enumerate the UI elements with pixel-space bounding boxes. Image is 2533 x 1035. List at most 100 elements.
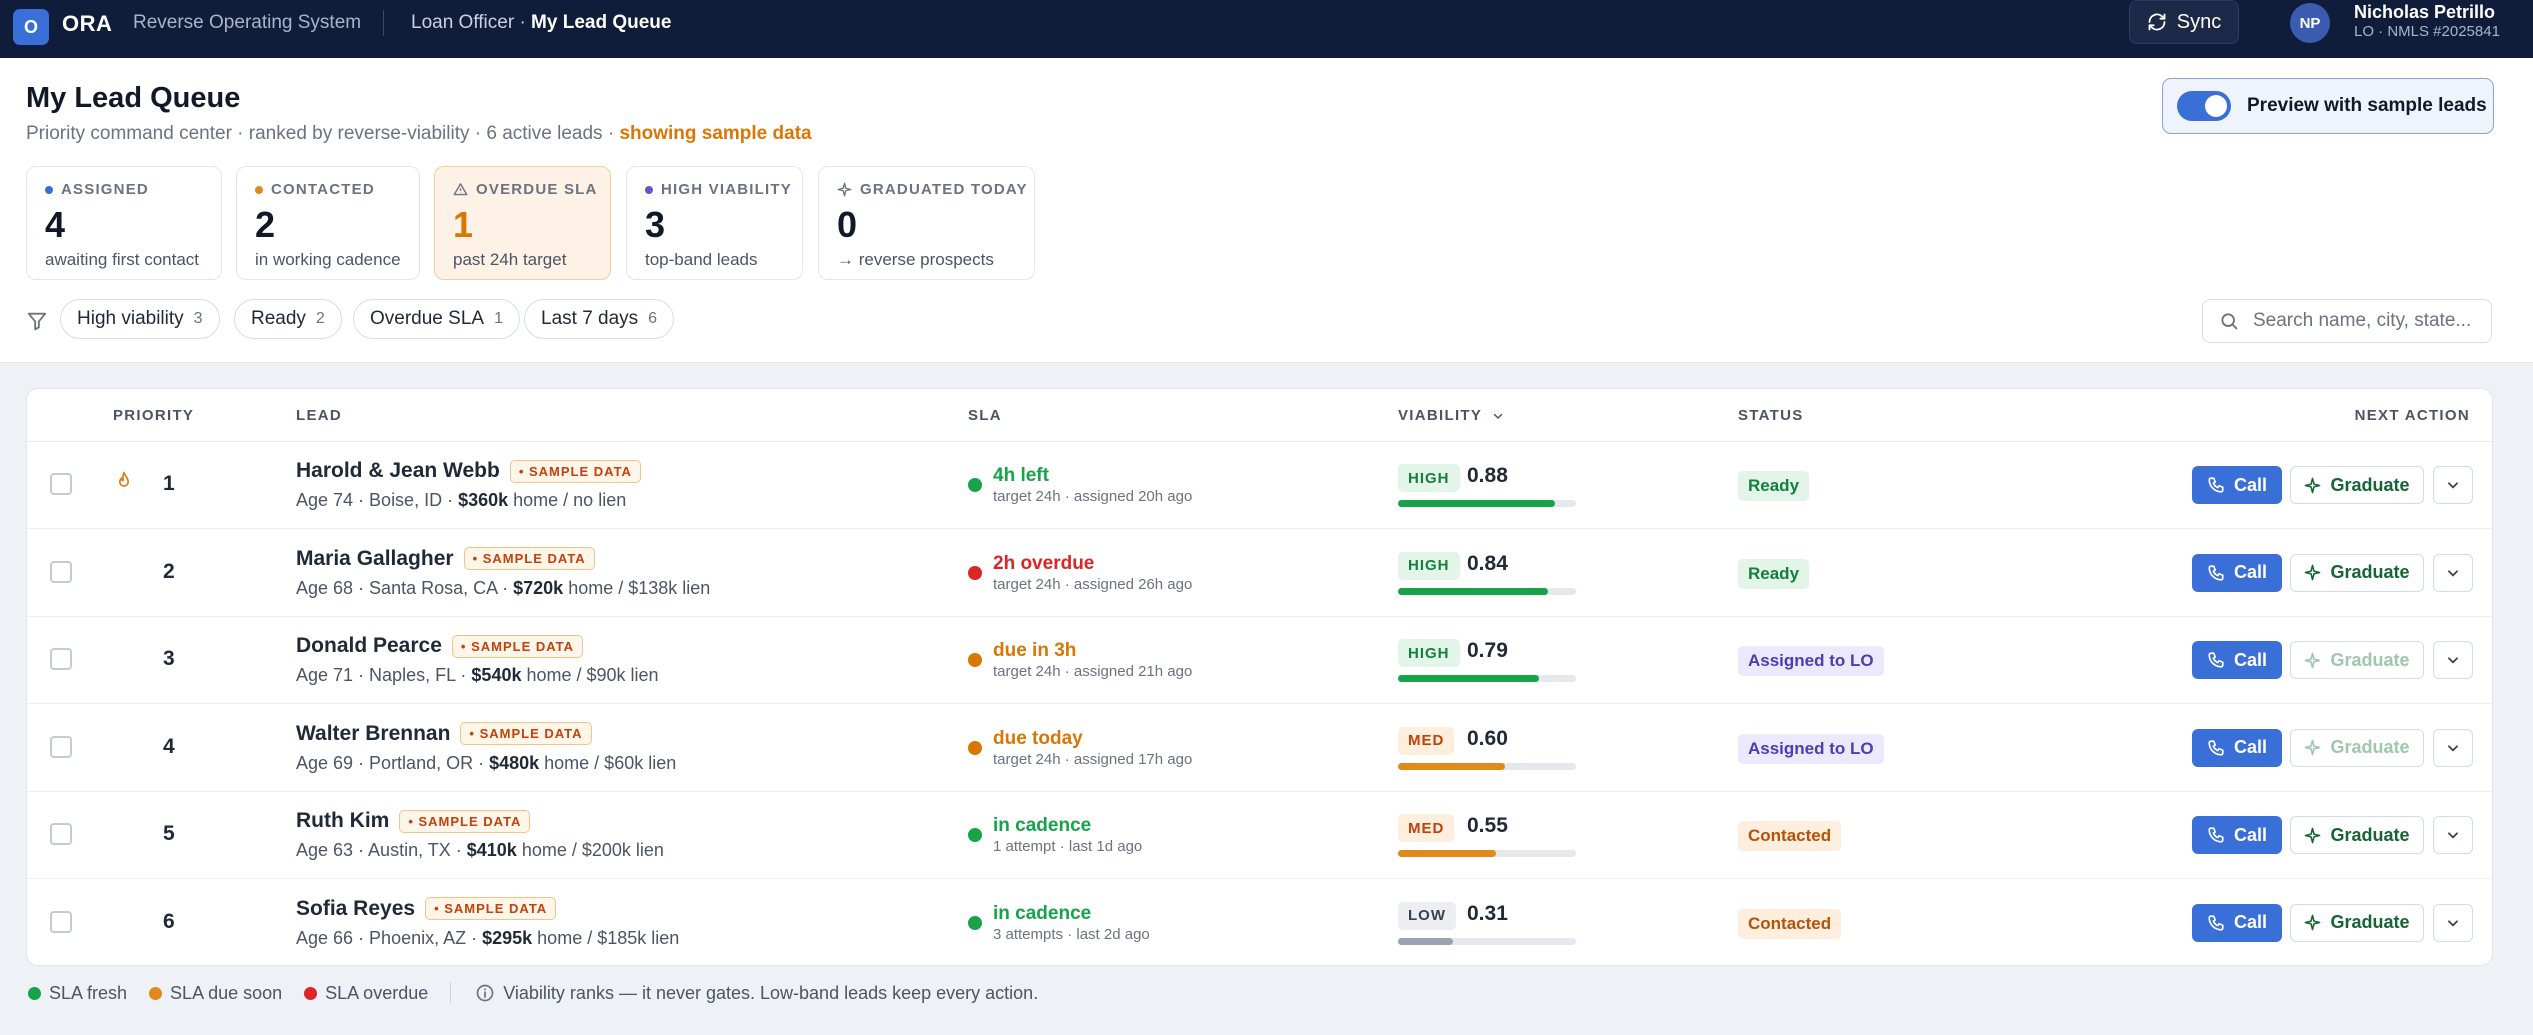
lead-age-location: Age 68 · Santa Rosa, CA ·: [296, 577, 514, 598]
row-menu-button[interactable]: [2433, 641, 2473, 679]
graduate-button[interactable]: Graduate: [2290, 466, 2424, 504]
sync-button[interactable]: Sync: [2129, 0, 2239, 44]
sparkle-icon: [2305, 739, 2321, 756]
stat-label: ASSIGNED: [61, 181, 149, 198]
phone-icon: [2208, 827, 2224, 843]
lead-name[interactable]: Ruth Kim: [296, 809, 390, 832]
lead-home-value: $295k: [482, 927, 533, 948]
call-button[interactable]: Call: [2192, 816, 2282, 854]
filter-chip-high-viability[interactable]: High viability 3: [60, 299, 220, 339]
filter-chip-last-7-days[interactable]: Last 7 days 6: [524, 299, 675, 339]
row-menu-button[interactable]: [2433, 816, 2473, 854]
stat-card-graduated[interactable]: GRADUATED TODAY 0 → reverse prospects: [818, 166, 1035, 280]
stat-value: 1: [453, 204, 474, 245]
col-header-lead[interactable]: LEAD: [296, 407, 343, 424]
subtitle-text: Priority command center · ranked by reve…: [26, 123, 620, 144]
graduate-label: Graduate: [2330, 912, 2410, 932]
toggle-switch[interactable]: [2177, 91, 2231, 121]
filter-icon[interactable]: [26, 310, 48, 332]
row-checkbox[interactable]: [50, 735, 72, 758]
row-menu-button[interactable]: [2433, 466, 2473, 504]
filter-chip-overdue-sla[interactable]: Overdue SLA 1: [353, 299, 520, 339]
table-row[interactable]: 1 Harold & Jean Webb • SAMPLE DATA Age 7…: [27, 442, 2492, 529]
legend-overdue: SLA overdue: [325, 982, 429, 1003]
stat-card-overdue[interactable]: OVERDUE SLA 1 past 24h target: [434, 166, 611, 280]
phone-icon: [2208, 739, 2224, 756]
lead-name[interactable]: Sofia Reyes: [296, 896, 416, 920]
viability-score: 0.79: [1467, 639, 1508, 662]
call-button[interactable]: Call: [2192, 641, 2282, 679]
sort-chevron-down-icon: [1493, 413, 1503, 419]
call-button[interactable]: Call: [2192, 466, 2282, 504]
chip-label: Overdue SLA: [370, 308, 485, 329]
viability-bar-track: [1398, 937, 1576, 945]
graduate-button[interactable]: Graduate: [2290, 728, 2424, 767]
header-panel: My Lead Queue Priority command center · …: [0, 58, 2533, 363]
legend-dot-soon: [149, 986, 163, 1000]
breadcrumb-role[interactable]: Loan Officer: [411, 12, 515, 33]
viability-bar-track: [1398, 587, 1576, 595]
viability-bar-fill: [1398, 675, 1539, 682]
row-menu-button[interactable]: [2433, 903, 2473, 942]
stat-card-high-viability[interactable]: HIGH VIABILITY 3 top-band leads: [626, 166, 803, 280]
graduate-button[interactable]: Graduate: [2290, 641, 2424, 679]
table-row[interactable]: 5 Ruth Kim • SAMPLE DATA Age 63 · Austin…: [27, 792, 2492, 879]
graduate-button[interactable]: Graduate: [2290, 903, 2424, 942]
avatar[interactable]: NP: [2290, 3, 2330, 43]
call-label: Call: [2233, 474, 2267, 495]
warning-icon: [453, 183, 468, 196]
call-button[interactable]: Call: [2192, 728, 2282, 767]
lead-name-row: Sofia Reyes • SAMPLE DATA: [296, 896, 557, 921]
sla-detail: target 24h · assigned 21h ago: [993, 663, 1193, 680]
table-row[interactable]: 2 Maria Gallagher • SAMPLE DATA Age 68 ·…: [27, 530, 2492, 617]
graduate-button[interactable]: Graduate: [2290, 816, 2424, 854]
status-badge: Ready: [1738, 558, 1810, 589]
sparkle-icon: [837, 182, 852, 197]
sla-status-dot: [968, 653, 982, 667]
row-checkbox[interactable]: [50, 473, 72, 495]
lead-name[interactable]: Walter Brennan: [296, 721, 451, 745]
table-row[interactable]: 6 Sofia Reyes • SAMPLE DATA Age 66 · Pho…: [27, 880, 2492, 966]
stat-label: GRADUATED TODAY: [860, 181, 1028, 198]
call-button[interactable]: Call: [2192, 903, 2282, 942]
priority-rank: 5: [163, 822, 175, 845]
col-header-viability-label: VIABILITY: [1398, 407, 1483, 424]
stat-label: CONTACTED: [271, 181, 375, 198]
lead-name[interactable]: Harold & Jean Webb: [296, 459, 500, 482]
col-header-viability[interactable]: VIABILITY: [1398, 407, 1504, 424]
stat-card-contacted[interactable]: CONTACTED 2 in working cadence: [236, 166, 420, 280]
row-menu-button[interactable]: [2433, 728, 2473, 767]
row-checkbox[interactable]: [50, 560, 72, 583]
viability-band-badge: LOW: [1398, 901, 1456, 930]
stat-value: 4: [45, 204, 66, 245]
logo[interactable]: O: [13, 9, 49, 45]
stat-card-assigned[interactable]: ASSIGNED 4 awaiting first contact: [26, 166, 222, 280]
chip-label: Last 7 days: [541, 308, 639, 329]
search-input[interactable]: [2253, 310, 2473, 332]
table-row[interactable]: 4 Walter Brennan • SAMPLE DATA Age 69 · …: [27, 705, 2492, 792]
col-header-sla[interactable]: SLA: [968, 407, 1002, 424]
call-button[interactable]: Call: [2192, 553, 2282, 592]
status-badge: Assigned to LO: [1738, 733, 1884, 764]
sample-data-note: showing sample data: [619, 123, 812, 144]
col-header-priority[interactable]: PRIORITY: [113, 407, 195, 424]
lead-name[interactable]: Donald Pearce: [296, 634, 442, 657]
row-checkbox[interactable]: [50, 648, 72, 670]
col-header-status[interactable]: STATUS: [1738, 407, 1804, 424]
graduate-label: Graduate: [2330, 824, 2410, 845]
row-menu-button[interactable]: [2433, 553, 2473, 592]
table-row[interactable]: 3 Donald Pearce • SAMPLE DATA Age 71 · N…: [27, 617, 2492, 704]
row-checkbox[interactable]: [50, 910, 72, 933]
filter-chip-ready[interactable]: Ready 2: [234, 299, 342, 339]
sla-main: due in 3h: [993, 640, 1077, 661]
sample-data-badge: • SAMPLE DATA: [451, 634, 584, 658]
lead-name[interactable]: Maria Gallagher: [296, 546, 454, 570]
row-checkbox[interactable]: [50, 823, 72, 845]
lead-name-row: Walter Brennan • SAMPLE DATA: [296, 722, 592, 746]
lead-home-value: $480k: [489, 752, 540, 773]
chip-count: 1: [494, 310, 503, 327]
preview-sample-toggle[interactable]: Preview with sample leads: [2162, 78, 2494, 134]
search-box[interactable]: [2202, 299, 2492, 343]
chevron-down-icon: [2448, 744, 2458, 752]
graduate-button[interactable]: Graduate: [2290, 553, 2424, 592]
